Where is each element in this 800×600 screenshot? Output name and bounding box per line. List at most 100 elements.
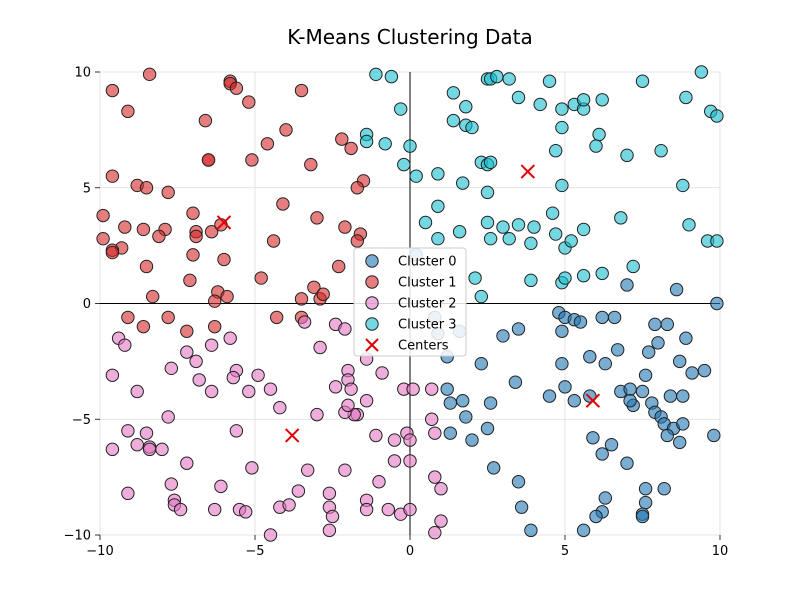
cluster-2-point bbox=[208, 502, 222, 517]
cluster-3-point bbox=[533, 97, 547, 112]
cluster-1-point bbox=[146, 289, 160, 304]
cluster-1-point bbox=[279, 123, 293, 137]
cluster-1-point bbox=[189, 229, 203, 244]
y-tick-label: 0 bbox=[83, 297, 91, 312]
cluster-center-marker bbox=[284, 428, 300, 443]
cluster-2-point bbox=[180, 345, 194, 359]
cluster-2-point bbox=[425, 412, 439, 426]
cluster-3-point bbox=[555, 102, 569, 116]
cluster-0-point bbox=[487, 461, 501, 475]
cluster-0-point bbox=[583, 389, 597, 403]
x-tick-label: 5 bbox=[561, 544, 569, 559]
cluster-3-point bbox=[524, 236, 538, 251]
cluster-0-point bbox=[673, 435, 687, 450]
cluster-2-point bbox=[130, 438, 144, 452]
cluster-0-point bbox=[567, 394, 581, 408]
cluster-0-point bbox=[586, 431, 600, 445]
cluster-3-point bbox=[502, 72, 516, 86]
cluster-3-point bbox=[542, 74, 557, 88]
cluster-0-point bbox=[511, 475, 526, 489]
legend-marker-2 bbox=[365, 296, 379, 310]
cluster-0-point bbox=[459, 410, 473, 424]
cluster-3-point bbox=[679, 90, 693, 105]
cluster-1-point bbox=[180, 324, 194, 338]
cluster-3-point bbox=[490, 69, 504, 84]
cluster-3-point bbox=[576, 222, 591, 237]
y-tick-label: −5 bbox=[72, 413, 91, 428]
cluster-0-point bbox=[635, 509, 650, 524]
cluster-0-point bbox=[508, 375, 523, 389]
cluster-2-point bbox=[263, 382, 278, 396]
cluster-1-point bbox=[310, 211, 324, 225]
cluster-0-point bbox=[635, 384, 650, 399]
cluster-2-point bbox=[403, 502, 417, 517]
cluster-0-point bbox=[604, 438, 619, 452]
cluster-2-point bbox=[189, 354, 203, 369]
cluster-2-point bbox=[251, 368, 265, 382]
cluster-3-point bbox=[474, 289, 488, 304]
cluster-1-point bbox=[152, 229, 166, 244]
legend: Cluster 0 Cluster 1 Cluster 2 Cluster 3 Cent… bbox=[353, 247, 467, 357]
cluster-2-point bbox=[226, 370, 241, 385]
cluster-0-point bbox=[524, 523, 538, 538]
cluster-2-point bbox=[428, 525, 442, 540]
cluster-3-point bbox=[555, 120, 569, 135]
cluster-0-point bbox=[673, 354, 687, 369]
cluster-2-point bbox=[173, 502, 188, 517]
cluster-2-point bbox=[406, 382, 420, 396]
cluster-2-point bbox=[192, 373, 206, 387]
y-tick-label: 5 bbox=[83, 181, 91, 196]
cluster-2-point bbox=[155, 442, 169, 457]
cluster-2-point bbox=[344, 382, 358, 396]
cluster-2-point bbox=[291, 484, 306, 498]
cluster-2-point bbox=[164, 477, 179, 491]
cluster-centers bbox=[216, 164, 601, 443]
cluster-1-point bbox=[121, 310, 135, 325]
cluster-0-point bbox=[657, 482, 671, 496]
cluster-0-point bbox=[676, 389, 690, 403]
cluster-2-point bbox=[245, 461, 259, 475]
cluster-2-point bbox=[273, 400, 287, 415]
cluster-2-point bbox=[369, 428, 383, 443]
cluster-0-point bbox=[638, 495, 653, 510]
cluster-2-point bbox=[328, 380, 343, 394]
cluster-3-point bbox=[635, 74, 650, 88]
cluster-2-point bbox=[381, 502, 395, 517]
cluster-3-point bbox=[549, 227, 563, 241]
cluster-3-point bbox=[384, 69, 399, 84]
cluster-2-point bbox=[372, 475, 386, 489]
cluster-1-point bbox=[217, 252, 231, 267]
cluster-2-point bbox=[263, 528, 278, 542]
cluster-2-point bbox=[403, 433, 417, 447]
cluster-0-point bbox=[642, 345, 656, 359]
cluster-3-point bbox=[483, 231, 498, 246]
cluster-1-point bbox=[142, 67, 157, 82]
cluster-0-point bbox=[638, 368, 653, 382]
x-tick-label: 0 bbox=[406, 544, 414, 559]
cluster-3-point bbox=[446, 86, 461, 100]
cluster-1-point bbox=[136, 319, 151, 334]
cluster-0-point bbox=[443, 396, 457, 410]
cluster-1-point bbox=[316, 287, 330, 301]
cluster-3-point bbox=[403, 139, 417, 153]
cluster-0-point bbox=[669, 282, 684, 297]
cluster-1-point bbox=[307, 280, 321, 294]
cluster-2-point bbox=[239, 505, 253, 519]
cluster-0-point bbox=[707, 428, 721, 443]
cluster-1-point bbox=[294, 292, 309, 306]
cluster-3-point bbox=[524, 273, 538, 288]
x-tick-label: −5 bbox=[245, 544, 264, 559]
cluster-0-point bbox=[598, 356, 612, 371]
cluster-2-point bbox=[105, 442, 120, 457]
y-tick-label: −10 bbox=[64, 529, 91, 544]
data-points bbox=[96, 65, 724, 542]
cluster-1-point bbox=[254, 271, 268, 285]
cluster-1-point bbox=[198, 113, 213, 128]
legend-marker-0 bbox=[365, 254, 379, 268]
cluster-1-point bbox=[242, 95, 256, 109]
cluster-center-marker bbox=[216, 215, 232, 230]
cluster-3-point bbox=[595, 266, 609, 281]
cluster-3-point bbox=[496, 220, 510, 234]
cluster-2-point bbox=[338, 463, 352, 477]
cluster-1-point bbox=[121, 104, 135, 119]
